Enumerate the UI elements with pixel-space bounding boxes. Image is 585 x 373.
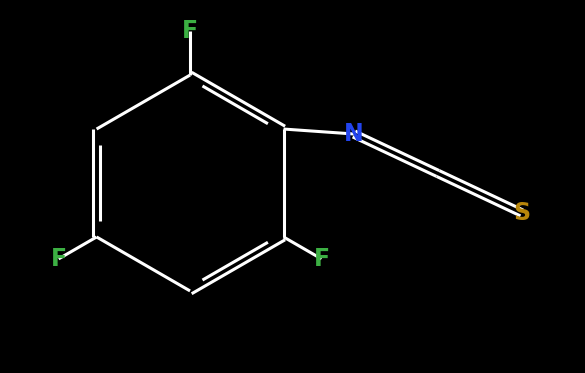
Text: S: S bbox=[513, 201, 531, 225]
Text: N: N bbox=[344, 122, 364, 146]
Text: F: F bbox=[50, 247, 67, 271]
Text: F: F bbox=[182, 19, 198, 43]
Text: F: F bbox=[314, 247, 329, 271]
